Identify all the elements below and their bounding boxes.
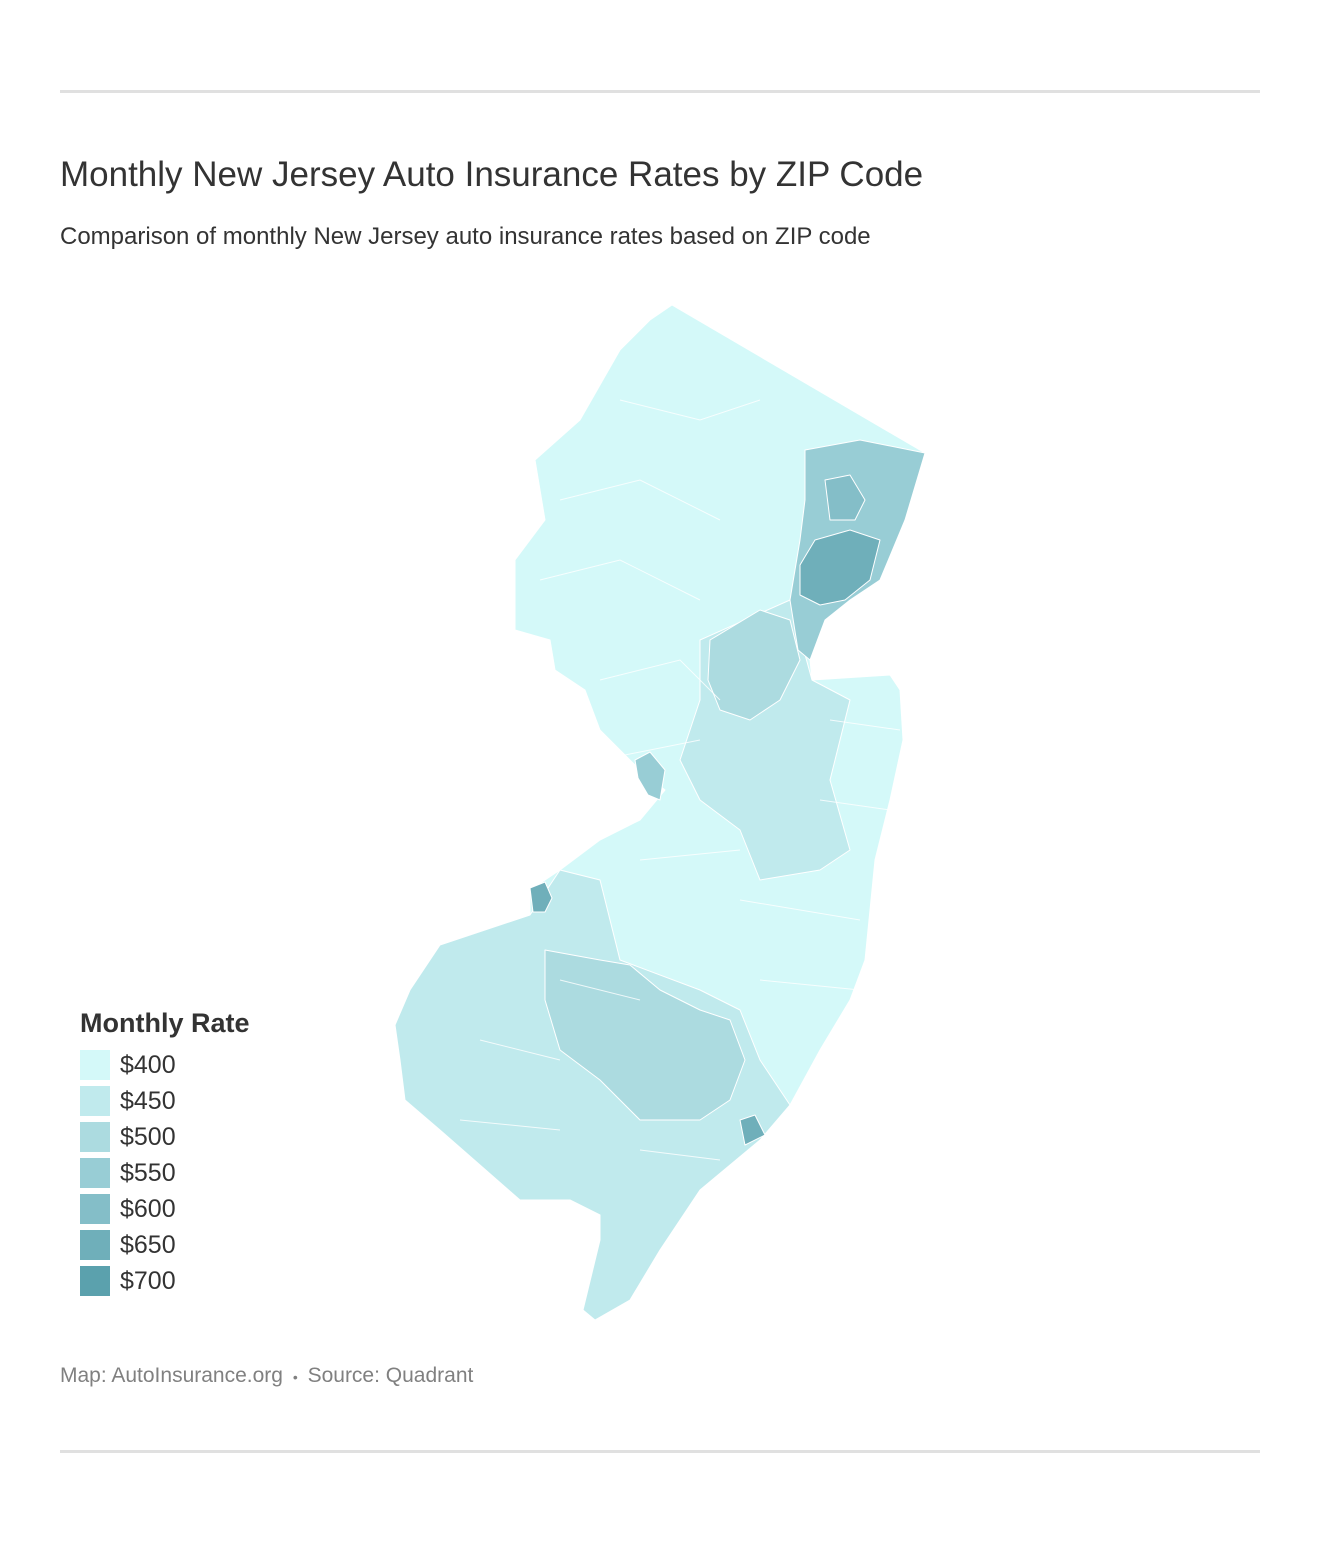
zip-boundaries [459, 399, 901, 1161]
legend-item: $650 [80, 1227, 250, 1263]
page-title: Monthly New Jersey Auto Insurance Rates … [60, 155, 924, 194]
legend-title: Monthly Rate [80, 1008, 250, 1038]
legend-item: $500 [80, 1119, 250, 1155]
bottom-divider [60, 1450, 1260, 1453]
region-camden [529, 881, 553, 913]
legend-swatch [80, 1122, 110, 1152]
legend-item: $400 [80, 1047, 250, 1083]
page-subtitle: Comparison of monthly New Jersey auto in… [60, 223, 871, 250]
legend-swatch [80, 1230, 110, 1260]
legend: Monthly Rate $400 $450 $500 $550 $600 $650 $70… [80, 1008, 250, 1299]
legend-label: $650 [120, 1230, 176, 1259]
legend-swatch [80, 1050, 110, 1080]
region-paterson [824, 474, 866, 521]
legend-label: $400 [120, 1050, 176, 1079]
region-newark-jersey-city [799, 529, 881, 606]
region-south [394, 869, 791, 1321]
top-divider [60, 90, 1260, 93]
legend-label: $500 [120, 1122, 176, 1151]
map-credit: Map: AutoInsurance.org [60, 1364, 283, 1387]
legend-swatch [80, 1158, 110, 1188]
legend-item: $700 [80, 1263, 250, 1299]
footer: Map: AutoInsurance.org • Source: Quadran… [60, 1364, 473, 1388]
region-south-inner [544, 949, 746, 1121]
legend-label: $700 [120, 1266, 176, 1295]
legend-item: $600 [80, 1191, 250, 1227]
region-central-inner [707, 609, 801, 721]
legend-swatch [80, 1194, 110, 1224]
legend-swatch [80, 1266, 110, 1296]
region-atlantic-city [739, 1114, 766, 1146]
legend-label: $600 [120, 1194, 176, 1223]
separator: • [292, 1369, 298, 1385]
region-trenton [634, 751, 666, 801]
legend-item: $550 [80, 1155, 250, 1191]
legend-item: $450 [80, 1083, 250, 1119]
source-credit: Source: Quadrant [307, 1364, 474, 1387]
legend-swatch [80, 1086, 110, 1116]
legend-label: $450 [120, 1086, 176, 1115]
legend-label: $550 [120, 1158, 176, 1187]
